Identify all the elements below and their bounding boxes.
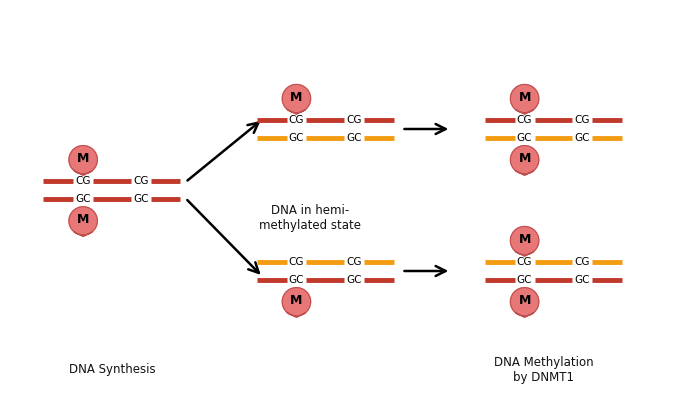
Text: M: M — [519, 152, 531, 165]
Text: M: M — [77, 213, 90, 226]
Text: CG: CG — [133, 176, 148, 186]
Text: CG: CG — [288, 257, 304, 267]
Text: M: M — [519, 233, 531, 246]
Polygon shape — [282, 84, 311, 114]
Text: GC: GC — [133, 194, 148, 204]
Text: GC: GC — [76, 194, 91, 204]
Text: M: M — [519, 91, 531, 104]
Text: DNA Methylation
by DNMT1: DNA Methylation by DNMT1 — [494, 356, 594, 384]
Text: GC: GC — [575, 133, 590, 143]
Text: M: M — [519, 294, 531, 307]
Text: CG: CG — [346, 257, 362, 267]
Polygon shape — [510, 146, 539, 175]
Polygon shape — [510, 226, 539, 256]
Text: CG: CG — [517, 257, 533, 267]
Polygon shape — [69, 207, 97, 236]
Text: CG: CG — [346, 115, 362, 125]
Text: CG: CG — [575, 257, 590, 267]
Text: GC: GC — [288, 133, 304, 143]
Text: M: M — [290, 91, 302, 104]
Text: M: M — [290, 294, 302, 307]
Text: GC: GC — [346, 133, 362, 143]
Text: M: M — [77, 152, 90, 165]
Polygon shape — [510, 288, 539, 317]
Text: GC: GC — [575, 275, 590, 285]
Text: CG: CG — [517, 115, 533, 125]
Text: CG: CG — [288, 115, 304, 125]
Polygon shape — [510, 84, 539, 114]
Text: DNA Synthesis: DNA Synthesis — [69, 363, 155, 376]
Polygon shape — [69, 146, 97, 175]
Text: CG: CG — [76, 176, 91, 186]
Text: GC: GC — [346, 275, 362, 285]
Text: CG: CG — [575, 115, 590, 125]
Text: GC: GC — [288, 275, 304, 285]
Polygon shape — [282, 288, 311, 317]
Text: GC: GC — [517, 275, 533, 285]
Text: DNA in hemi-
methylated state: DNA in hemi- methylated state — [259, 204, 361, 232]
Text: GC: GC — [517, 133, 533, 143]
